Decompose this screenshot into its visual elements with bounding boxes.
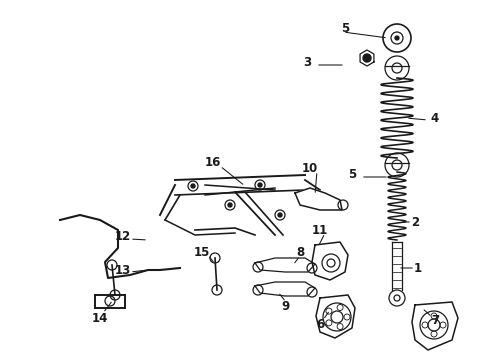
Polygon shape — [312, 242, 348, 280]
Text: 16: 16 — [205, 157, 221, 170]
Text: 8: 8 — [296, 247, 304, 260]
Circle shape — [395, 36, 399, 40]
Text: 4: 4 — [431, 112, 439, 125]
Text: 5: 5 — [348, 168, 356, 181]
Polygon shape — [295, 188, 342, 210]
Text: 2: 2 — [411, 216, 419, 229]
Text: 6: 6 — [316, 319, 324, 332]
Circle shape — [363, 54, 371, 62]
Text: 9: 9 — [281, 300, 289, 312]
Text: 12: 12 — [115, 230, 131, 243]
Polygon shape — [412, 302, 458, 350]
Text: 15: 15 — [194, 246, 210, 258]
Text: 11: 11 — [312, 224, 328, 237]
Text: 5: 5 — [341, 22, 349, 35]
Polygon shape — [255, 258, 315, 272]
Text: 10: 10 — [302, 162, 318, 175]
Text: 14: 14 — [92, 311, 108, 324]
Text: 1: 1 — [414, 261, 422, 274]
Text: 7: 7 — [431, 314, 439, 327]
Circle shape — [258, 183, 262, 187]
Text: 13: 13 — [115, 264, 131, 276]
Circle shape — [228, 203, 232, 207]
Polygon shape — [255, 282, 315, 296]
Circle shape — [191, 184, 195, 188]
Text: 3: 3 — [303, 55, 311, 68]
Polygon shape — [316, 295, 355, 338]
Circle shape — [278, 213, 282, 217]
